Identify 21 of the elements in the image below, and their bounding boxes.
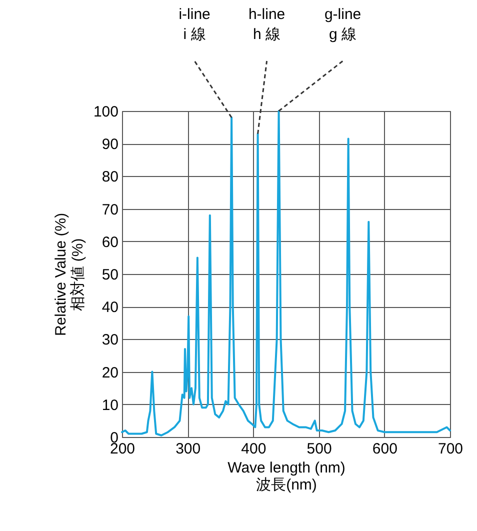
y-axis-title: Relative Value (%) 相対値 (%) [52,212,86,336]
y-tick-label: 70 [102,201,118,218]
y-tick-label: 100 [93,104,118,120]
y-tick-label: 90 [102,136,118,154]
y-tick-label: 80 [102,168,118,186]
x-tick-label: 700 [438,440,464,458]
y-tick-label: 30 [102,332,118,349]
y-tick-label: 60 [102,234,118,251]
x-tick-label: 500 [306,440,332,458]
x-tick-label: 400 [241,440,266,458]
line-series [121,110,451,436]
y-tick-label: 50 [102,266,118,284]
x-axis-title: Wave length (nm) 波長(nm) [228,460,346,494]
y-tick-label: 40 [102,299,118,316]
x-tick-label: 600 [372,440,398,458]
annotation: i-line i 線 [178,6,210,43]
annotation: g-line g 線 [324,6,362,43]
y-tick-label: 20 [102,364,118,382]
y-tick-label: 10 [102,396,118,414]
annotation: h-line h 線 [248,6,286,43]
x-tick-label: 300 [176,440,201,458]
